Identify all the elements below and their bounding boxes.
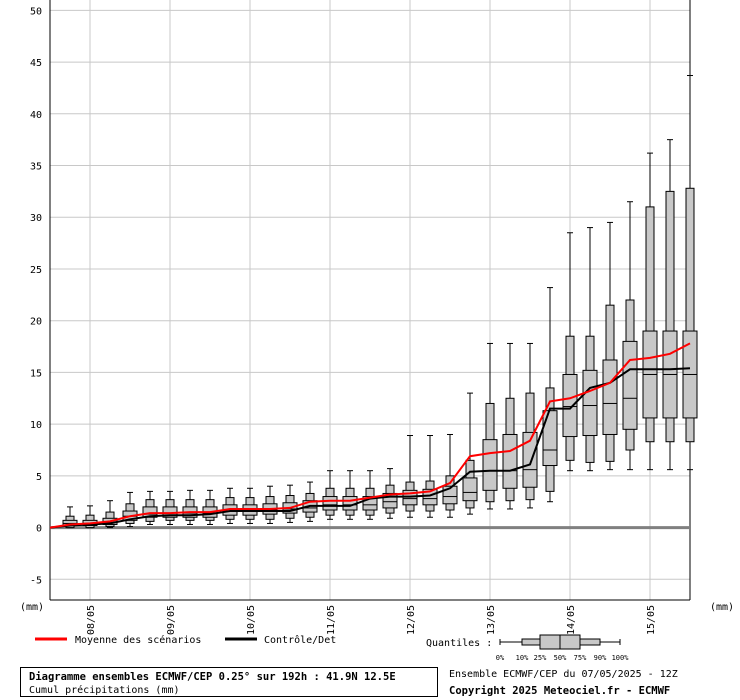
- box-plot: [582, 227, 598, 472]
- box-25-75: [542, 410, 558, 467]
- box-10-90: [685, 187, 695, 443]
- box-plot: [162, 490, 178, 525]
- title-box: Diagramme ensembles ECMWF/CEP 0.25° sur …: [20, 667, 438, 697]
- y-tick-label: 40: [30, 110, 42, 121]
- box-plot: [242, 487, 258, 524]
- y-tick-label: 25: [30, 265, 42, 276]
- box-25-75: [502, 433, 518, 489]
- y-tick-label: 30: [30, 213, 42, 224]
- box-plot: [642, 152, 658, 471]
- box-plot: [202, 489, 218, 525]
- x-tick-label: 14/05: [566, 605, 577, 635]
- chart-title: Diagramme ensembles ECMWF/CEP 0.25° sur …: [29, 671, 396, 683]
- quantile-level-label: 25%: [534, 654, 547, 662]
- box-plot: [542, 287, 558, 503]
- box-plot: [222, 487, 238, 524]
- legend-label-control: Contrôle/Det: [264, 634, 336, 646]
- y-tick-label: 15: [30, 368, 42, 379]
- box-plot: [282, 484, 298, 523]
- y-unit-right: (mm): [710, 602, 734, 613]
- box-25-75: [622, 340, 638, 430]
- box-plot: [362, 470, 378, 520]
- tick-labels: -5 0 5 10 15 20 25 30 35 40 45 50 08/05 09/05 10/05 11/…: [20, 6, 734, 635]
- y-tick-label: 0: [36, 524, 42, 535]
- box-plot: [402, 435, 418, 518]
- series-lines: [49, 342, 691, 529]
- box-25-75: [142, 506, 158, 518]
- box-plot: [462, 392, 478, 515]
- x-tick-label: 13/05: [486, 605, 497, 635]
- box-plot: [142, 490, 158, 525]
- box-25-75: [462, 477, 478, 502]
- y-tick-label: 10: [30, 420, 42, 431]
- y-unit-left: (mm): [20, 602, 44, 613]
- box-plot: [262, 485, 278, 524]
- quantile-level-label: 10%: [516, 654, 529, 662]
- box-plot: [342, 470, 358, 520]
- x-tick-label: 08/05: [86, 605, 97, 635]
- chart-subtitle: Cumul précipitations (mm): [29, 685, 180, 696]
- box-25-75: [482, 439, 498, 491]
- y-tick-label: 35: [30, 162, 42, 173]
- box-plot: [602, 221, 618, 471]
- mean-line: [49, 342, 691, 529]
- box-25-75: [322, 496, 338, 511]
- legend-label-mean: Moyenne des scénarios: [75, 634, 201, 646]
- box-plot: [502, 342, 518, 510]
- box-plot: [122, 491, 138, 528]
- box-25-75: [562, 373, 578, 438]
- quantile-level-label: 100%: [612, 654, 630, 662]
- box-plot: [482, 342, 498, 510]
- box-25-75: [522, 431, 538, 488]
- y-tick-label: -5: [30, 575, 42, 586]
- x-tick-label: 11/05: [326, 605, 337, 635]
- box-plot: [662, 139, 678, 471]
- box-plot: [682, 75, 698, 471]
- box-plot: [422, 435, 438, 518]
- x-tick-label: 12/05: [406, 605, 417, 635]
- y-tick-label: 45: [30, 58, 42, 69]
- y-tick-label: 50: [30, 6, 42, 17]
- quantile-level-label: 50%: [554, 654, 567, 662]
- copyright: Copyright 2025 Meteociel.fr - ECMWF: [449, 685, 671, 697]
- run-info: Ensemble ECMWF/CEP du 07/05/2025 - 12Z: [449, 669, 678, 680]
- box-plot: [522, 342, 538, 509]
- box-25-75: [602, 359, 618, 435]
- box-plot: [322, 470, 338, 520]
- box-plot: [622, 201, 638, 471]
- box-plot: [182, 489, 198, 525]
- x-tick-label: 15/05: [646, 605, 657, 635]
- box-plots: [62, 75, 698, 529]
- x-tick-label: 09/05: [166, 605, 177, 635]
- box-plot: [562, 232, 578, 472]
- x-tick-label: 10/05: [246, 605, 257, 635]
- quantile-level-label: 75%: [574, 654, 587, 662]
- box-10-90: [645, 206, 655, 443]
- quantile-level-label: 0%: [496, 654, 505, 662]
- legend: Moyenne des scénarios Contrôle/Det Quantil…: [35, 634, 629, 662]
- box-25-75: [582, 369, 598, 437]
- y-tick-label: 5: [36, 472, 42, 483]
- y-tick-label: 20: [30, 317, 42, 328]
- box-10-90: [665, 190, 675, 443]
- quantile-legend-label: Quantiles :: [426, 638, 492, 649]
- quantile-level-label: 90%: [594, 654, 607, 662]
